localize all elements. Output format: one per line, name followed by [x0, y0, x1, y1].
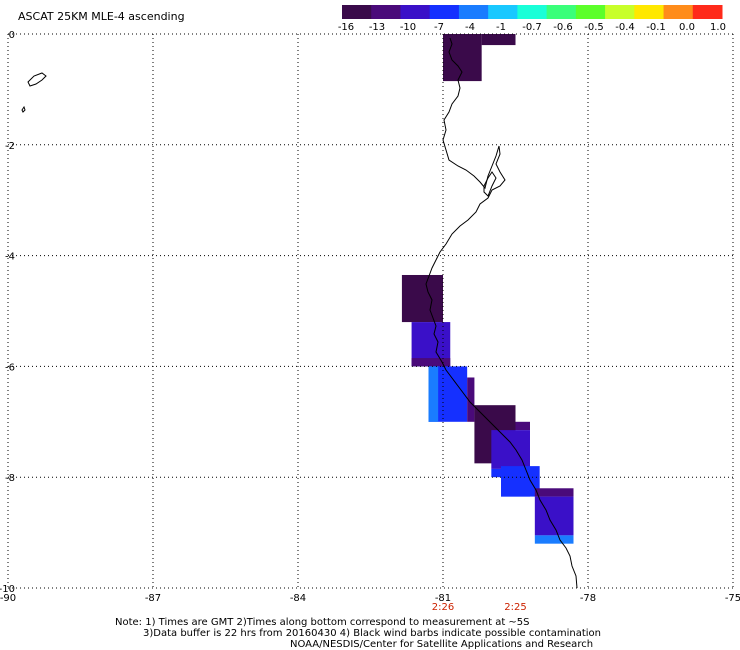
- swath-cell: [401, 274, 443, 323]
- colorbar-tick-label: -13: [369, 22, 385, 33]
- swath-cells: [401, 34, 574, 544]
- note-line-2: 3)Data buffer is 22 hrs from 20160430 4)…: [143, 628, 601, 639]
- galapagos-island-small: [21, 105, 26, 113]
- swath-cell: [515, 421, 530, 431]
- colorbar-tick-label: -0.7: [522, 22, 542, 33]
- lat-tick-label: -8: [5, 473, 15, 484]
- swath-cell: [491, 430, 530, 469]
- plot-title: ASCAT 25KM MLE-4 ascending: [18, 10, 185, 23]
- colorbar-tick-label: -1: [496, 22, 506, 33]
- note-line-1: Note: 1) Times are GMT 2)Times along bot…: [115, 617, 530, 628]
- colorbar-swatch: [634, 5, 665, 19]
- colorbar-swatch: [400, 5, 431, 19]
- axis-labels: -90 -87 -84 -81 -78 -75 0 -2 -4 -6 -8 -10: [0, 30, 740, 604]
- colorbar-tick-label: -4: [465, 22, 475, 33]
- note-line-3: NOAA/NESDIS/Center for Satellite Applica…: [290, 639, 593, 650]
- colorbar-tick-label: -10: [400, 22, 416, 33]
- colorbar-swatch: [575, 5, 606, 19]
- lat-tick-label: -10: [0, 584, 15, 595]
- colorbar-tick-label: -0.6: [553, 22, 573, 33]
- colorbar-swatch: [458, 5, 489, 19]
- swath-cell: [467, 377, 475, 422]
- swath-time-label: 2:26: [432, 602, 454, 613]
- swath-time-label: 2:25: [504, 602, 526, 613]
- coastline-south-america: [425, 37, 578, 589]
- swath-cell: [411, 358, 451, 367]
- coastline: [21, 37, 578, 589]
- colorbar-swatch: [692, 5, 723, 19]
- colorbar-swatch: [517, 5, 548, 19]
- swath-cell: [534, 535, 574, 544]
- swath-cell: [428, 366, 439, 422]
- colorbar-swatch: [371, 5, 401, 19]
- lon-tick-label: -90: [0, 593, 16, 604]
- graticule: [7, 33, 734, 589]
- colorbar-swatch: [429, 5, 460, 19]
- lat-tick-label: 0: [9, 30, 15, 41]
- colorbar-swatch: [546, 5, 577, 19]
- coastline-gulf-island: [483, 171, 497, 197]
- colorbar-tick-label: -0.1: [646, 22, 666, 33]
- swath-cell: [534, 488, 574, 497]
- lon-tick-label: -84: [290, 593, 306, 604]
- lon-tick-label: -75: [725, 593, 740, 604]
- swath-cell: [481, 34, 516, 46]
- swath-cell: [534, 496, 574, 536]
- lat-tick-label: -6: [5, 362, 15, 373]
- swath-time-labels: 2:26 2:25: [432, 602, 527, 613]
- lon-tick-label: -81: [435, 593, 451, 604]
- lon-tick-label: -87: [145, 593, 161, 604]
- galapagos-island-large: [27, 72, 47, 87]
- colorbar-tick-label: 0.0: [679, 22, 695, 33]
- colorbar-tick-label: 1.0: [710, 22, 726, 33]
- colorbar-swatch: [488, 5, 518, 19]
- colorbar-tick-label: -0.5: [584, 22, 604, 33]
- swath-cell: [501, 477, 530, 497]
- lon-tick-label: -78: [580, 593, 596, 604]
- colorbar-swatch: [342, 5, 372, 19]
- colorbar-swatch: [663, 5, 694, 19]
- colorbar-tick-label: -7: [434, 22, 444, 33]
- colorbar-tick-label: -16: [338, 22, 354, 33]
- colorbar: -16 -13 -10 -7 -4 -1 -0.7 -0.6 -0.5 -0.4 -0.1 0.0 1.…: [338, 5, 726, 33]
- colorbar-swatch: [605, 5, 635, 19]
- swath-cell: [443, 34, 482, 82]
- lat-tick-label: -2: [5, 141, 15, 152]
- lat-tick-label: -4: [5, 252, 15, 263]
- colorbar-tick-label: -0.4: [615, 22, 635, 33]
